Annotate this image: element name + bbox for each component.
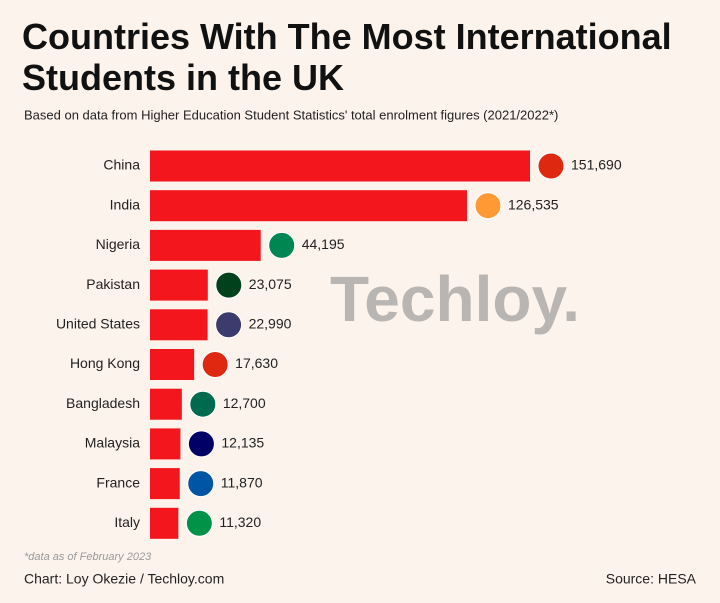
bar [150,428,181,460]
flag-icon [189,390,217,418]
value-label: 126,535 [508,196,559,212]
bar [150,388,182,420]
flag-icon [187,470,215,498]
flag-icon [187,430,215,458]
category-label: Hong Kong [70,355,140,371]
flag-icon [474,192,502,220]
category-label: China [103,157,140,173]
category-label: India [110,196,141,212]
value-label: 11,320 [219,514,261,530]
flag-icon [537,152,565,180]
value-label: 151,690 [571,157,622,173]
category-label: Malaysia [85,435,140,451]
flag-icon [215,271,243,299]
value-label: 44,195 [302,236,345,252]
category-label: Nigeria [96,236,141,252]
credit: Chart: Loy Okezie / Techloy.com [24,571,224,587]
bar [150,269,208,301]
source: Source: HESA [606,571,697,587]
flag-icon [201,351,229,378]
category-label: France [96,474,140,490]
bar [150,150,530,182]
watermark: Techloy. [330,263,580,335]
category-label: United States [56,316,140,332]
flag-icon [215,311,243,339]
value-label: 12,700 [223,395,266,411]
value-label: 11,870 [221,474,263,490]
value-label: 22,990 [249,316,292,332]
bar [150,507,179,539]
category-label: Bangladesh [66,395,140,411]
category-label: Italy [114,514,140,530]
bar [150,468,180,500]
category-label: Pakistan [86,276,140,292]
flag-icon [268,231,296,259]
bar [150,229,261,261]
value-label: 17,630 [235,355,278,371]
chart-title: Countries With The Most International St… [22,16,672,98]
flag-icon [185,509,213,537]
footnote: *data as of February 2023 [24,551,152,563]
value-label: 12,135 [221,435,264,451]
value-label: 23,075 [249,276,292,292]
bar [150,190,467,222]
bar [150,309,208,341]
bar [150,349,195,380]
subtitle: Based on data from Higher Education Stud… [24,107,558,122]
